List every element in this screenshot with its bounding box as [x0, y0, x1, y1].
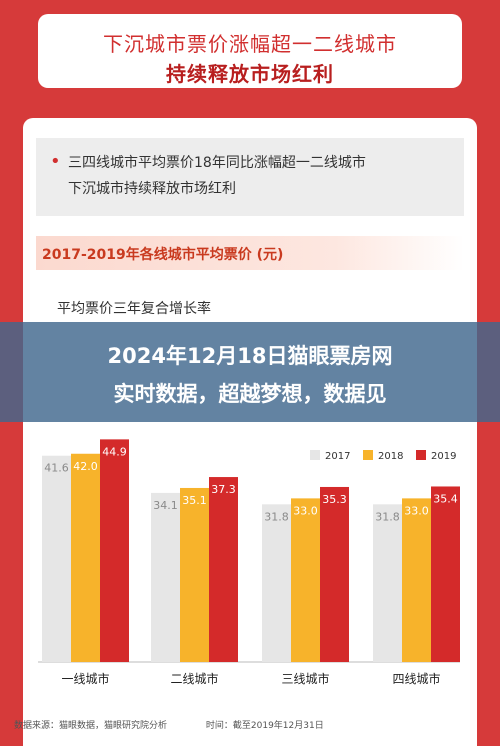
legend-swatch-2018 [363, 450, 373, 460]
note-line1: 三四线城市平均票价18年同比涨幅超一二线城市 [68, 155, 366, 171]
chart-title: 2017-2019年各线城市平均票价 (元) [42, 247, 284, 263]
bar-value-label: 33.0 [293, 504, 318, 517]
bar-2019-0 [100, 439, 129, 662]
bar-2018-3 [402, 498, 431, 662]
legend-swatch-2017 [310, 450, 320, 460]
bar-value-label: 42.0 [73, 460, 98, 473]
headline-banner: 2024年12月18日猫眼票房网 实时数据，超越梦想，数据见 [0, 322, 500, 422]
header-line1: 下沉城市票价涨幅超一二线城市 [103, 32, 397, 56]
banner-line2: 实时数据，超越梦想，数据见 [113, 382, 387, 406]
bar-2018-0 [71, 453, 100, 662]
header-line2: 持续释放市场红利 [166, 62, 334, 86]
bar-2017-0 [42, 455, 71, 662]
bar-value-label: 34.1 [153, 499, 178, 512]
bar-value-label: 33.0 [404, 504, 429, 517]
bar-2017-3 [373, 504, 402, 662]
x-tick-label: 二线城市 [170, 671, 218, 686]
chart-title-bar: 2017-2019年各线城市平均票价 (元) [36, 236, 464, 270]
bar-2018-1 [180, 487, 209, 662]
bar-value-label: 35.4 [433, 492, 458, 505]
note-box: • 三四线城市平均票价18年同比涨幅超一二线城市 下沉城市持续释放市场红利 [36, 138, 464, 216]
banner-line1: 2024年12月18日猫眼票房网 [107, 344, 393, 368]
footer-time: 时间：截至2019年12月31日 [205, 721, 324, 731]
header-card: 下沉城市票价涨幅超一二线城市 持续释放市场红利 [38, 14, 462, 88]
bar-2017-2 [262, 504, 291, 662]
x-tick-label: 四线城市 [392, 671, 440, 686]
bar-2017-1 [151, 492, 180, 662]
bar-value-label: 31.8 [375, 510, 400, 523]
footer: 数据来源：猫眼数据，猫眼研究院分析 时间：截至2019年12月31日 [14, 718, 360, 731]
bar-value-label: 41.6 [44, 462, 69, 475]
note-line2: 下沉城市持续释放市场红利 [68, 181, 236, 197]
footer-source: 数据来源：猫眼数据，猫眼研究院分析 [14, 721, 168, 731]
bar-value-label: 31.8 [264, 510, 289, 523]
legend-label: 2018 [378, 451, 403, 462]
bar-value-label: 35.1 [182, 494, 207, 507]
bar-value-label: 37.3 [211, 483, 236, 496]
legend-label: 2019 [431, 451, 456, 462]
bar-2019-3 [431, 486, 460, 662]
chart-subtitle: 平均票价三年复合增长率 [57, 301, 211, 317]
note-bullet: • [50, 151, 61, 172]
bar-2019-1 [209, 477, 238, 662]
x-tick-label: 三线城市 [281, 671, 329, 686]
x-tick-label: 一线城市 [61, 671, 109, 686]
bar-value-label: 44.9 [102, 445, 127, 458]
bar-value-label: 35.3 [322, 493, 347, 506]
bar-2019-2 [320, 486, 349, 662]
bar-2018-2 [291, 498, 320, 662]
legend-label: 2017 [325, 451, 350, 462]
legend-swatch-2019 [416, 450, 426, 460]
